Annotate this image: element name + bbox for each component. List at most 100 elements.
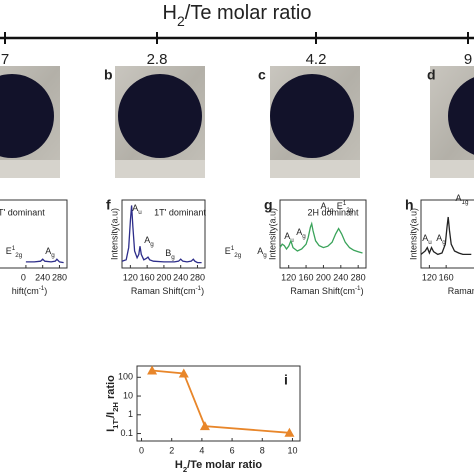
- text-part: hift(cm: [12, 286, 39, 296]
- x-tick-label: 240: [173, 272, 188, 282]
- wafer: [448, 77, 474, 155]
- plot-frame: [420, 199, 474, 269]
- text-part: 2: [183, 465, 187, 474]
- text-part: 1: [12, 245, 16, 252]
- x-tick-label: 240: [35, 272, 50, 282]
- text-part: 2g: [346, 207, 354, 214]
- text-part: /Te molar ratio: [185, 2, 312, 24]
- plate-edge: [115, 160, 205, 178]
- text-part: u: [290, 237, 294, 244]
- plot-frame: [136, 365, 301, 442]
- phase-label: T' dominant: [0, 207, 45, 217]
- x-axis-label: Raman Shift(cm-1): [290, 285, 363, 296]
- x-tick-label: 120: [422, 272, 437, 282]
- text-part: B: [165, 248, 171, 258]
- phase-label: 1T' dominant: [154, 207, 206, 217]
- x-tick-label: 200: [156, 272, 171, 282]
- ratio-label: 4.2: [306, 51, 327, 68]
- text-part: -1: [39, 285, 45, 292]
- x-tick-label: 280: [351, 272, 366, 282]
- x-tick-label: 0: [139, 445, 144, 455]
- peak-label: A1g: [455, 193, 469, 206]
- text-part: H: [175, 459, 183, 471]
- plate-edge: [430, 160, 474, 178]
- x-axis-label: hift(cm-1): [12, 285, 48, 296]
- text-part: ): [201, 286, 204, 296]
- data-line: [420, 216, 472, 256]
- text-part: A: [296, 227, 302, 237]
- x-tick-label: 120: [281, 272, 296, 282]
- text-part: 2g: [15, 252, 23, 259]
- data-point: [178, 368, 189, 378]
- text-part: g: [442, 239, 446, 246]
- text-part: A: [320, 201, 326, 211]
- x-tick-label: 2: [169, 445, 174, 455]
- text-part: A: [436, 233, 442, 243]
- text-part: g: [263, 252, 267, 259]
- panel-letter: b: [104, 67, 113, 83]
- ratio-label: 7: [1, 51, 9, 68]
- x-tick-label: 240: [333, 272, 348, 282]
- peak-label: Au: [132, 203, 142, 216]
- x-tick-label: 120: [123, 272, 138, 282]
- y-tick-label: 10: [123, 390, 133, 400]
- x-tick-label: 10: [287, 445, 297, 455]
- text-part: /Te molar ratio: [187, 459, 262, 471]
- peak-label: E12g: [225, 245, 242, 259]
- data-line: [25, 258, 64, 264]
- text-part: /I: [105, 412, 117, 418]
- y-axis-label: Intensity(a.u): [109, 208, 119, 260]
- text-part: u: [428, 239, 432, 246]
- text-part: E: [6, 246, 12, 256]
- text-part: 1: [343, 200, 347, 207]
- x-tick-label: 160: [140, 272, 155, 282]
- ratio-label: 9: [464, 51, 472, 68]
- text-part: -1: [355, 285, 361, 292]
- x-tick-label: 6: [230, 445, 235, 455]
- x-tick-label: 0: [21, 272, 26, 282]
- x-tick-label: 200: [316, 272, 331, 282]
- panel-letter: g: [264, 197, 273, 213]
- x-axis-label: H2/Te molar ratio: [175, 459, 262, 474]
- text-part: A: [284, 231, 290, 241]
- panel-letter: d: [427, 67, 436, 83]
- y-axis-label: I1T'/I2H ratio: [105, 375, 120, 432]
- panel-letter: c: [258, 67, 266, 83]
- peak-label: Bg: [165, 248, 175, 261]
- phase-label: 2H dominant: [307, 207, 359, 217]
- peak-label: Ag: [257, 246, 267, 259]
- data-line: [121, 205, 202, 264]
- text-part: Raman Shift(cm: [290, 286, 355, 296]
- y-tick-label: 100: [118, 372, 133, 382]
- peak-label: Ag: [436, 233, 446, 246]
- text-part: A: [422, 233, 428, 243]
- text-part: I: [105, 429, 117, 432]
- data-point: [147, 365, 158, 375]
- text-part: g: [302, 233, 306, 240]
- x-axis-label: Raman Shift(cm-1): [131, 285, 204, 296]
- text-part: A: [257, 246, 263, 256]
- x-tick-label: 280: [190, 272, 205, 282]
- x-tick-label: 4: [199, 445, 204, 455]
- text-part: 2H: [111, 402, 120, 412]
- data-line: [152, 369, 290, 434]
- ratio-label: 2.8: [147, 51, 168, 68]
- text-part: A: [455, 193, 461, 203]
- text-part: E: [337, 201, 343, 211]
- wafer: [118, 74, 202, 158]
- text-part: ): [44, 286, 47, 296]
- text-part: g: [51, 252, 55, 259]
- text-part: A: [132, 203, 138, 213]
- text-part: A: [45, 246, 51, 256]
- text-part: ): [361, 286, 364, 296]
- text-part: Raman Shift(cm: [131, 286, 196, 296]
- y-tick-label: 0.1: [120, 428, 133, 438]
- text-part: Raman S: [448, 286, 474, 296]
- text-part: ratio: [105, 375, 117, 402]
- text-part: g: [171, 254, 175, 261]
- data-point: [284, 427, 295, 437]
- text-part: 1T': [111, 418, 120, 429]
- peak-label: E12g: [337, 200, 354, 214]
- peak-label: Au: [284, 231, 294, 244]
